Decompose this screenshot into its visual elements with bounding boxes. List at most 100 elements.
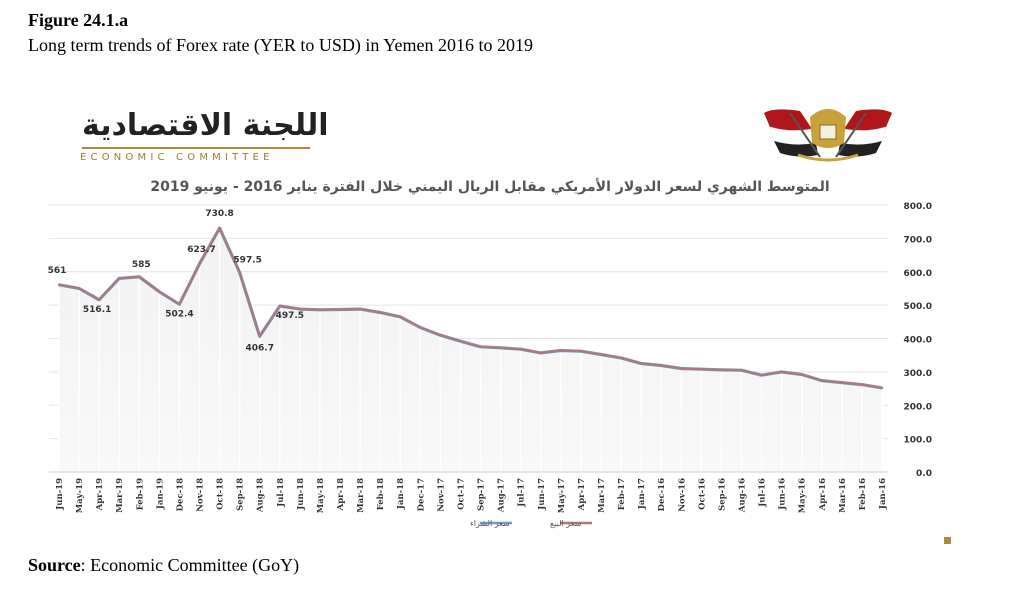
data-point	[840, 381, 844, 384]
x-tick-label: Jan-18	[396, 478, 406, 510]
x-tick-label: Jan-17	[637, 478, 647, 510]
data-point	[399, 315, 402, 319]
data-point	[459, 339, 462, 343]
x-tick-label: Nov-17	[436, 478, 446, 512]
y-tick-label: 800.0	[904, 202, 932, 212]
x-tick-label: Mar-16	[838, 478, 848, 513]
x-tick-label: Sep-18	[236, 478, 246, 511]
data-point	[519, 347, 522, 351]
y-tick-label: 200.0	[904, 402, 932, 412]
yemen-eagle-emblem-icon	[764, 109, 892, 162]
x-tick-label: Jul-17	[517, 478, 527, 508]
logo-divider	[82, 147, 310, 149]
source-text: : Economic Committee (GoY)	[80, 555, 300, 575]
x-tick-label: May-16	[798, 478, 808, 513]
data-point	[579, 349, 583, 353]
x-tick-label: Aug-17	[497, 478, 507, 513]
data-point	[358, 307, 362, 311]
x-tick-label: Sep-16	[717, 478, 727, 511]
data-point	[659, 364, 663, 367]
x-tick-label: May-18	[316, 478, 326, 513]
series-line-sell	[58, 227, 883, 389]
legend-label-buy: سعر الشراء	[470, 519, 510, 528]
data-point	[680, 367, 683, 370]
data-point	[158, 290, 161, 293]
data-label: 561	[48, 266, 67, 276]
data-label: 497.5	[276, 311, 304, 321]
data-point	[278, 304, 282, 308]
data-point	[740, 369, 743, 372]
data-point	[318, 308, 322, 311]
data-point	[218, 226, 221, 230]
data-point	[760, 374, 763, 377]
data-point	[118, 277, 121, 280]
data-label: 502.4	[165, 309, 193, 319]
x-tick-label: Apr-19	[95, 478, 105, 511]
y-tick-label: 400.0	[904, 336, 932, 346]
x-tick-label: Jan-19	[155, 478, 165, 510]
data-point	[599, 353, 603, 356]
x-tick-label: Feb-19	[135, 478, 145, 510]
data-point	[539, 351, 542, 355]
data-point	[559, 349, 563, 352]
x-tick-label: Nov-18	[196, 478, 206, 512]
x-tick-label: Apr-17	[577, 478, 587, 511]
data-label: 623.7	[187, 245, 215, 255]
x-tick-label: Mar-19	[115, 478, 125, 513]
data-point	[338, 308, 342, 311]
data-point	[97, 298, 101, 301]
x-tick-label: Feb-16	[858, 478, 868, 510]
x-tick-label: Feb-18	[376, 478, 386, 510]
data-point	[700, 368, 703, 371]
data-point	[619, 356, 623, 360]
logo-english-text: ECONOMIC COMMITTEE	[80, 152, 274, 163]
x-tick-label: Aug-16	[737, 478, 747, 513]
x-tick-label: May-17	[557, 478, 567, 513]
x-tick-label: Dec-17	[416, 478, 426, 511]
data-point	[138, 275, 141, 278]
area-fill	[59, 228, 882, 472]
x-tick-label: Jun-18	[296, 478, 306, 511]
data-point	[298, 307, 302, 311]
data-label: 730.8	[205, 209, 233, 219]
data-point	[238, 271, 241, 274]
data-point	[198, 262, 201, 266]
figure-label: Figure 24.1.a	[28, 10, 129, 30]
x-tick-label: Sep-17	[477, 478, 487, 511]
y-tick-label: 500.0	[904, 302, 932, 312]
source-prefix: Source	[28, 555, 81, 575]
x-tick-label: Jul-16	[758, 478, 768, 508]
data-point	[800, 373, 803, 376]
data-point	[479, 345, 482, 349]
y-tick-label: 0.0	[916, 469, 932, 479]
x-tick-label: Mar-17	[597, 478, 607, 513]
x-tick-label: Oct-16	[697, 478, 707, 510]
x-tick-label: Mar-18	[356, 478, 366, 513]
data-point	[880, 386, 884, 390]
data-point	[720, 368, 723, 372]
x-tick-label: Aug-18	[256, 478, 266, 513]
chart-title: المتوسط الشهري لسعر الدولار الأمريكي مقا…	[150, 178, 829, 196]
x-tick-label: Nov-16	[677, 478, 687, 512]
data-label: 516.1	[83, 305, 111, 315]
x-tick-label: Dec-16	[657, 478, 667, 511]
data-label: 585	[132, 260, 151, 270]
y-tick-label: 600.0	[904, 269, 932, 279]
data-point	[499, 346, 502, 350]
x-tick-label: Jun-19	[55, 478, 65, 511]
x-tick-label: Jul-18	[276, 478, 286, 508]
data-point	[258, 335, 261, 338]
y-tick-label: 300.0	[904, 369, 932, 379]
data-point	[439, 333, 442, 337]
figure-caption: Long term trends of Forex rate (YER to U…	[28, 35, 533, 55]
x-tick-label: Oct-17	[456, 478, 466, 510]
data-point	[57, 283, 61, 286]
x-tick-label: Apr-16	[818, 478, 828, 511]
data-point	[780, 370, 783, 374]
x-tick-label: Jun-16	[778, 478, 788, 511]
logo-arabic-text: اللجنة الاقتصادية	[82, 108, 329, 143]
x-tick-label: May-19	[75, 478, 85, 513]
y-tick-label: 100.0	[904, 436, 932, 446]
x-tick-label: Jun-17	[537, 478, 547, 511]
